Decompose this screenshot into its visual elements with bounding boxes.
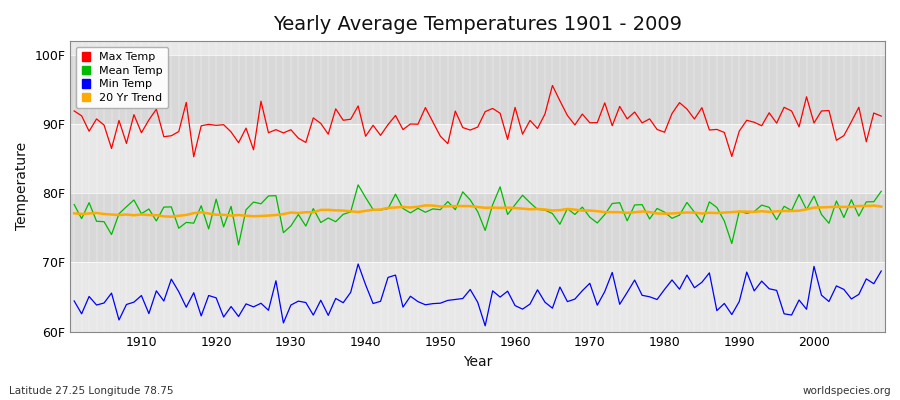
X-axis label: Year: Year xyxy=(463,355,492,369)
Bar xyxy=(70,124,885,193)
Legend: Max Temp, Mean Temp, Min Temp, 20 Yr Trend: Max Temp, Mean Temp, Min Temp, 20 Yr Tre… xyxy=(76,47,168,108)
Text: Latitude 27.25 Longitude 78.75: Latitude 27.25 Longitude 78.75 xyxy=(9,386,174,396)
Bar xyxy=(70,55,885,124)
Y-axis label: Temperature: Temperature xyxy=(15,142,29,230)
Title: Yearly Average Temperatures 1901 - 2009: Yearly Average Temperatures 1901 - 2009 xyxy=(274,15,682,34)
Bar xyxy=(70,262,885,332)
Text: worldspecies.org: worldspecies.org xyxy=(803,386,891,396)
Bar xyxy=(70,193,885,262)
